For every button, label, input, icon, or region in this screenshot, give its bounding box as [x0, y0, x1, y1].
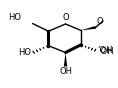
Text: ’OH: ’OH: [97, 46, 113, 55]
Polygon shape: [64, 53, 67, 67]
Polygon shape: [81, 26, 96, 30]
Text: ·OH: ·OH: [98, 47, 113, 56]
Text: O: O: [62, 13, 69, 22]
Text: HO: HO: [18, 48, 31, 57]
Text: HO: HO: [8, 13, 21, 22]
Text: O: O: [96, 17, 103, 26]
Text: OH: OH: [59, 67, 72, 76]
